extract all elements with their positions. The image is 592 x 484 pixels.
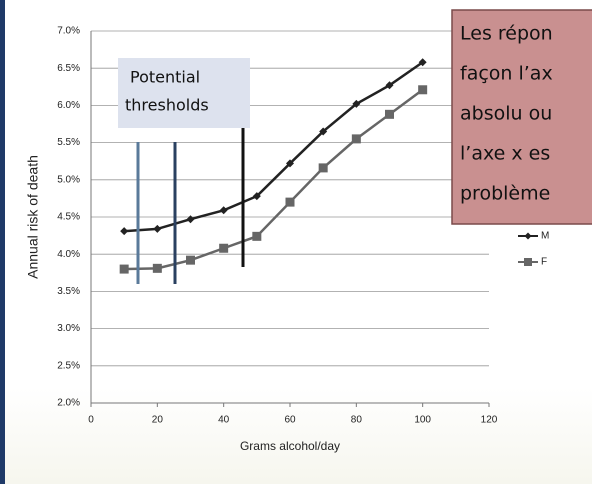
- y-tick-label: 7.0%: [57, 26, 80, 37]
- x-tick-label: 20: [152, 415, 164, 426]
- overlay-text: absolu ou: [460, 103, 552, 125]
- marker: [252, 192, 261, 201]
- marker: [385, 109, 394, 119]
- x-tick-label: 0: [88, 415, 94, 426]
- marker: [153, 224, 162, 233]
- left-border: [0, 0, 5, 484]
- marker: [286, 159, 294, 168]
- marker: [524, 258, 532, 266]
- marker: [351, 134, 361, 144]
- marker: [186, 255, 195, 265]
- marker: [352, 99, 361, 108]
- marker: [152, 263, 162, 273]
- marker: [285, 197, 295, 207]
- y-tick-label: 6.5%: [57, 63, 80, 74]
- marker: [418, 58, 427, 67]
- marker: [186, 215, 195, 224]
- annotation-text: thresholds: [125, 96, 209, 115]
- overlay-text: Les répon: [460, 23, 553, 45]
- annotation-text: Potential: [130, 68, 200, 87]
- overlay-text: problème: [460, 183, 550, 205]
- x-tick-label: 80: [351, 415, 363, 426]
- y-tick-label: 2.5%: [57, 360, 80, 371]
- y-tick-label: 2.0%: [57, 398, 80, 409]
- legend-label: F: [541, 257, 547, 268]
- marker: [385, 81, 394, 90]
- y-tick-label: 5.0%: [57, 174, 80, 185]
- marker: [119, 264, 129, 274]
- x-tick-label: 40: [218, 415, 230, 426]
- overlay-text: façon l’ax: [460, 63, 553, 85]
- x-axis-title: Grams alcohol/day: [240, 439, 340, 453]
- y-tick-label: 4.0%: [57, 249, 80, 260]
- overlay-box: [451, 9, 592, 225]
- legend-label: M: [541, 231, 549, 242]
- x-tick-label: 100: [414, 415, 431, 426]
- x-tick-label: 120: [481, 415, 498, 426]
- y-tick-label: 6.0%: [57, 100, 80, 111]
- marker: [252, 231, 262, 241]
- overlay-text: l’axe x es: [460, 143, 550, 165]
- annotation-box: [118, 58, 250, 128]
- y-tick-label: 3.0%: [57, 323, 80, 334]
- marker: [120, 227, 129, 236]
- marker: [524, 232, 532, 240]
- marker: [319, 127, 328, 136]
- y-tick-label: 3.5%: [57, 286, 80, 297]
- y-tick-label: 5.5%: [57, 137, 80, 148]
- y-axis-title: Annual risk of death: [25, 155, 41, 279]
- x-tick-label: 60: [284, 415, 296, 426]
- y-tick-label: 4.5%: [57, 212, 80, 223]
- marker: [219, 206, 228, 215]
- marker: [318, 163, 328, 173]
- marker: [219, 243, 229, 253]
- marker: [418, 85, 428, 95]
